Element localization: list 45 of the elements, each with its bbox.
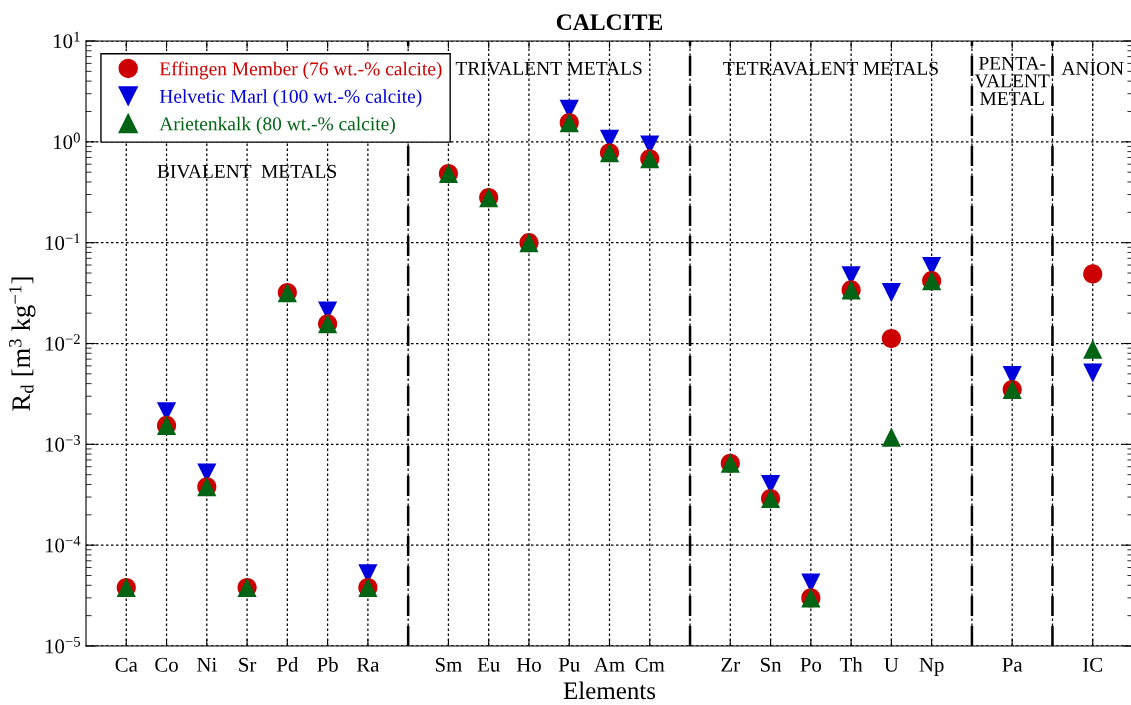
- x-tick-label: Zr: [721, 657, 740, 672]
- point: [1083, 363, 1103, 383]
- annotation: TETRAVALENT METALS: [723, 61, 938, 75]
- x-tick-label: Am: [594, 657, 625, 672]
- annotation: TRIVALENT METALS: [455, 61, 642, 75]
- y-tick-label: 10$^{1}$: [54, 31, 80, 49]
- y-tick-label: 10$^{−4}$: [45, 535, 81, 553]
- chart-title: CALCITE: [556, 14, 663, 31]
- x-tick-label: Pu: [558, 657, 580, 672]
- x-tick-label: Np: [919, 657, 944, 676]
- annotation: ANION: [1061, 61, 1124, 75]
- x-tick-label: IC: [1083, 657, 1102, 672]
- y-tick-label: 10$^{−1}$: [45, 233, 80, 250]
- legend-label: Effingen Member (76 wt.-% calcite): [159, 61, 442, 80]
- x-tick-label: Sn: [760, 657, 782, 672]
- y-tick-label: 10$^{0}$: [54, 132, 80, 150]
- y-tick-label: 10$^{−5}$: [45, 636, 80, 654]
- x-tick-label: Ho: [516, 657, 541, 672]
- x-tick-label: Co: [155, 657, 178, 672]
- point: [881, 282, 901, 303]
- x-tick-label: Ca: [115, 657, 138, 672]
- x-tick-label: Po: [800, 657, 822, 672]
- x-tick-label: Pd: [276, 657, 299, 672]
- x-tick-label: Pb: [317, 657, 338, 672]
- point: [1083, 339, 1103, 359]
- x-tick-label: Eu: [477, 657, 500, 672]
- y-axis-title: R$_{d}$ [m$^{3}$ kg$^{−1}$]: [9, 277, 36, 411]
- legend-label: Arietenkalk (80 wt.-% calcite): [159, 116, 395, 135]
- point: [1083, 264, 1103, 284]
- x-tick-label: Ra: [356, 657, 380, 672]
- x-axis-title: Elements: [563, 681, 656, 700]
- x-tick-label: U: [884, 657, 899, 672]
- x-tick-label: Sm: [435, 657, 462, 672]
- y-tick-label: 10$^{−2}$: [45, 334, 80, 351]
- legend-label: Helvetic Marl (100 wt.-% calcite): [159, 89, 422, 107]
- x-tick-label: Sr: [239, 657, 257, 672]
- x-tick-label: Ni: [196, 657, 217, 672]
- annotation: PENTA- VALENT METAL: [974, 56, 1050, 105]
- x-tick-label: Pa: [1002, 657, 1023, 672]
- annotation: BIVALENT METALS: [157, 164, 337, 178]
- point: [881, 427, 901, 447]
- point: [881, 328, 901, 349]
- y-tick-label: 10$^{−3}$: [45, 435, 80, 452]
- x-tick-label: Cm: [635, 657, 665, 672]
- x-tick-label: Th: [839, 657, 863, 672]
